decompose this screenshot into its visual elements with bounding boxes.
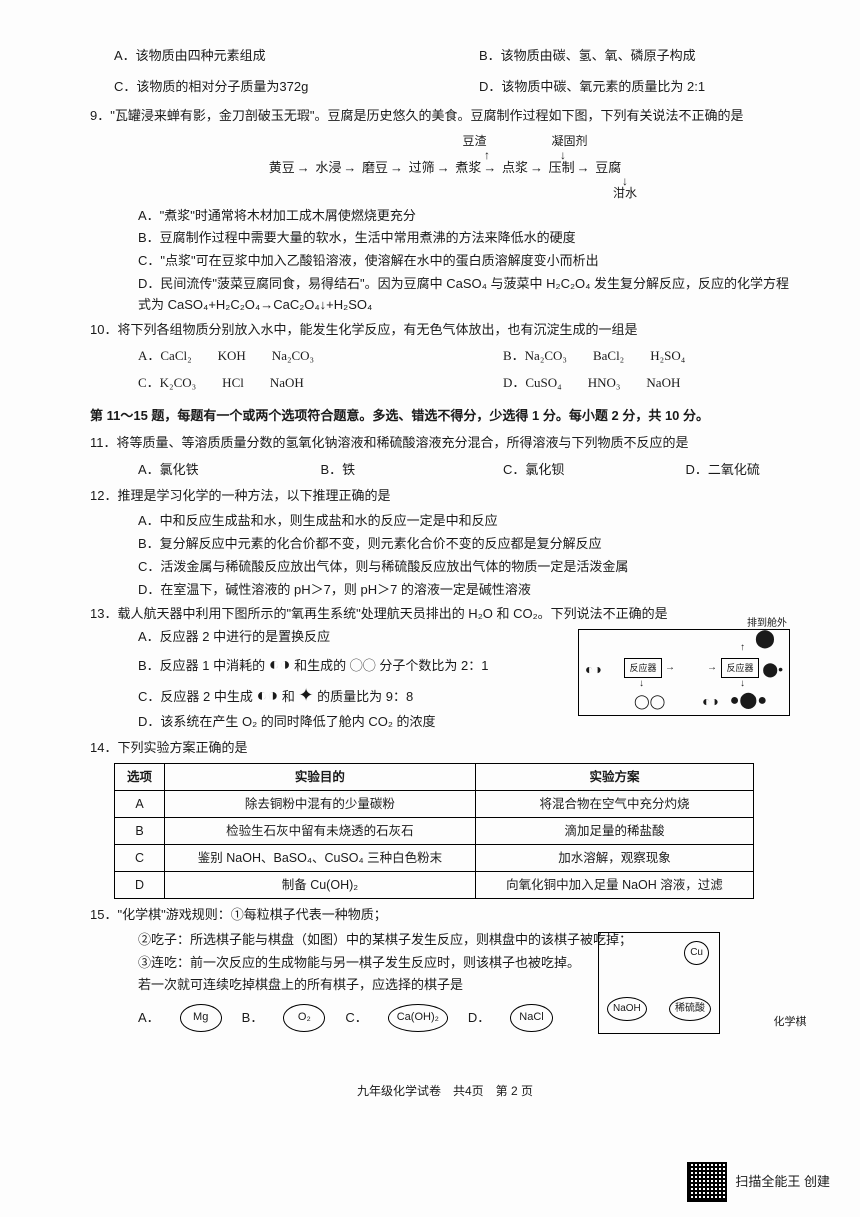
arrow-right-icon: →: [707, 660, 717, 676]
arrow-right-icon: →: [437, 160, 450, 175]
board-caption: 化学棋: [730, 1014, 850, 1032]
q12-opt-b: B．复分解反应中元素的化合价都不变，则元素化合价不变的反应都是复分解反应: [138, 534, 800, 555]
q14-table: 选项 实验目的 实验方案 A 除去铜粉中混有的少量碳粉 将混合物在空气中充分灼烧…: [114, 763, 754, 899]
arrow-up-icon: ↑: [740, 640, 745, 656]
q8-opt-c: C．该物质的相对分子质量为372g: [114, 77, 435, 98]
q15-opt-d-label: D．: [468, 1008, 490, 1029]
q8-opt-b: B．该物质由碳、氢、氧、磷原子构成: [479, 46, 800, 67]
q12-opt-d: D．在室温下，碱性溶液的 pH＞7，则 pH＞7 的溶液一定是碱性溶液: [138, 580, 800, 601]
flow-node: 水浸: [315, 160, 341, 175]
q11-opt-a: A．氯化铁: [138, 460, 253, 481]
q10-opt-a: A．CaCl₂ KOH Na₂CO₃: [138, 346, 435, 367]
table-header-row: 选项 实验目的 实验方案: [115, 764, 754, 791]
q12-opt-a: A．中和反应生成盐和水，则生成盐和水的反应一定是中和反应: [138, 511, 800, 532]
board-piece: Cu: [684, 941, 709, 965]
molecule-icon: ◐◑: [585, 658, 602, 680]
q10-opt-d: D．CuSO₄ HNO₃ NaOH: [503, 373, 800, 394]
q9-stem: 9．"瓦罐浸来蝉有影，金刀剖破玉无瑕"。豆腐是历史悠久的美食。豆腐制作过程如下图…: [90, 106, 800, 127]
q9-opt-d: D．民间流传"菠菜豆腐同食，易得结石"。因为豆腐中 CaSO₄ 与菠菜中 H₂C…: [138, 274, 800, 316]
q8-options-row1: A．该物质由四种元素组成 B．该物质由碳、氢、氧、磷原子构成: [90, 42, 800, 71]
arrow-right-icon: →: [665, 660, 675, 676]
q10-opt-c: C．K₂CO₃ HCl NaOH: [138, 373, 435, 394]
arrow-down-icon: ↓: [639, 676, 644, 692]
q12-stem: 12．推理是学习化学的一种方法，以下推理正确的是: [90, 486, 800, 507]
chess-piece: NaCl: [510, 1004, 552, 1032]
q15-board-diagram: Cu NaOH 稀硫酸: [598, 932, 720, 1034]
arrow-right-icon: →: [390, 160, 403, 175]
molecule-icon: ◐◑: [256, 685, 278, 705]
molecule-icon: ◐◑: [702, 690, 719, 712]
q13-diagram: 排到舱外 ⬤ 反应器 反应器 ◐◑ ◯◯ ◐◑ ●⬤● ⬤• → → ↓ ↓ ↑: [578, 629, 790, 716]
molecule-icon: ✦: [298, 685, 313, 705]
reactor-box: 反应器: [624, 658, 662, 678]
table-row: C 鉴别 NaOH、BaSO₄、CuSO₄ 三种白色粉末 加水溶解，观察现象: [115, 845, 754, 872]
flow-node: 煮浆: [455, 160, 481, 175]
q12-opt-c: C．活泼金属与稀硫酸反应放出气体，则与稀硫酸反应放出气体的物质一定是活泼金属: [138, 557, 800, 578]
arrow-right-icon: →: [577, 160, 590, 175]
col-header: 实验方案: [475, 764, 753, 791]
molecule-icon: ◯◯: [634, 690, 665, 712]
flow-node: 磨豆: [362, 160, 388, 175]
q15-stem: 15．"化学棋"游戏规则：①每粒棋子代表一种物质；: [90, 905, 800, 926]
board-piece: NaOH: [607, 997, 647, 1021]
flow-bottom-label: 泔水: [613, 186, 637, 200]
molecule-icon: ◐◑: [269, 654, 291, 674]
q11-opt-b: B．铁: [321, 460, 436, 481]
q10-opt-b: B．Na₂CO₃ BaCl₂ H₂SO₄: [503, 346, 800, 367]
q8-opt-d: D．该物质中碳、氧元素的质量比为 2:1: [479, 77, 800, 98]
scanner-watermark: 扫描全能王 创建: [687, 1162, 830, 1202]
flow-node: 黄豆: [269, 160, 295, 175]
chess-piece: Mg: [180, 1004, 222, 1032]
q11-opt-c: C．氯化钡: [503, 460, 618, 481]
q9-opt-c: C．"点浆"可在豆浆中加入乙酸铅溶液，使溶解在水中的蛋白质溶解度变小而析出: [138, 251, 800, 272]
q9-opt-a: A．"煮浆"时通常将木材加工成木屑使燃烧更充分: [138, 206, 800, 227]
col-header: 选项: [115, 764, 165, 791]
q14-stem: 14．下列实验方案正确的是: [90, 738, 800, 759]
q15-opt-c-label: C．: [345, 1008, 367, 1029]
arrow-down-icon: ↓: [560, 152, 566, 158]
q11-stem: 11．将等质量、等溶质质量分数的氢氧化钠溶液和稀硫酸溶液充分混合，所得溶液与下列…: [90, 433, 800, 454]
q8-opt-a: A．该物质由四种元素组成: [114, 46, 435, 67]
molecule-icon: ●⬤●: [730, 688, 767, 714]
arrow-right-icon: →: [343, 160, 356, 175]
q15-opt-a-label: A．: [138, 1008, 160, 1029]
flow-node: 点浆: [502, 160, 528, 175]
table-row: B 检验生石灰中留有未烧透的石灰石 滴加足量的稀盐酸: [115, 818, 754, 845]
molecule-icon: ⬤•: [762, 658, 783, 680]
arrow-right-icon: →: [530, 160, 543, 175]
flow-top-label: 凝固剂: [552, 132, 588, 151]
chess-piece: Ca(OH)₂: [388, 1004, 448, 1032]
flow-node: 压制: [549, 160, 575, 175]
chess-piece: O₂: [283, 1004, 325, 1032]
arrow-down-icon: ↓: [740, 676, 745, 692]
q9-opt-b: B．豆腐制作过程中需要大量的软水，生活中常用煮沸的方法来降低水的硬度: [138, 228, 800, 249]
table-row: A 除去铜粉中混有的少量碳粉 将混合物在空气中充分灼烧: [115, 791, 754, 818]
q13-stem: 13．载人航天器中利用下图所示的"氧再生系统"处理航天员排出的 H₂O 和 CO…: [90, 606, 668, 621]
section-instructions: 第 11～15 题，每题有一个或两个选项符合题意。多选、错选不得分，少选得 1 …: [90, 406, 800, 427]
col-header: 实验目的: [164, 764, 475, 791]
flow-node: 豆腐: [595, 160, 621, 175]
arrow-up-icon: ↑: [484, 152, 490, 158]
board-piece: 稀硫酸: [669, 997, 711, 1021]
arrow-right-icon: →: [483, 160, 496, 175]
molecule-icon: ⬤: [755, 624, 775, 653]
reactor-box: 反应器: [721, 658, 759, 678]
q8-options-row2: C．该物质的相对分子质量为372g D．该物质中碳、氧元素的质量比为 2:1: [90, 73, 800, 102]
flow-node: 过筛: [409, 160, 435, 175]
arrow-right-icon: →: [297, 160, 310, 175]
q9-flow-diagram: 豆渣 凝固剂 ↑ ↓ 黄豆→ 水浸→ 磨豆→ 过筛→ 煮浆→ 点浆→ 压制→ 豆…: [90, 132, 800, 203]
page-footer: 九年级化学试卷 共4页 第 2 页: [90, 1082, 800, 1101]
q15-opt-b-label: B．: [242, 1008, 264, 1029]
scanner-label: 扫描全能王 创建: [735, 1172, 830, 1193]
q10-stem: 10．将下列各组物质分别放入水中，能发生化学反应，有无色气体放出，也有沉淀生成的…: [90, 320, 800, 341]
qr-code-icon: [687, 1162, 727, 1202]
table-row: D 制备 Cu(OH)₂ 向氧化铜中加入足量 NaOH 溶液，过滤: [115, 872, 754, 899]
q11-opt-d: D．二氧化硫: [686, 460, 801, 481]
flow-top-label: 豆渣: [462, 132, 486, 151]
q13-block: 13．载人航天器中利用下图所示的"氧再生系统"处理航天员排出的 H₂O 和 CO…: [90, 604, 800, 734]
